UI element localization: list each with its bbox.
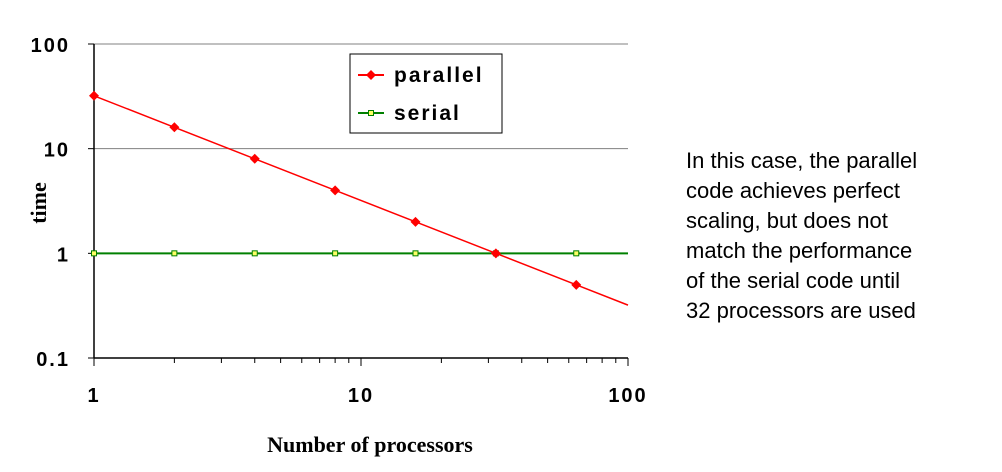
data-point-serial: [171, 250, 178, 257]
y-tick-label: 0.1: [36, 349, 70, 371]
legend: parallel serial: [349, 53, 503, 134]
legend-item-serial: serial: [358, 102, 461, 125]
data-point-parallel: [330, 185, 341, 196]
annotation-line: 32 processors are used: [686, 298, 916, 323]
data-point-serial: [251, 250, 258, 257]
tick-labels: 0.1 1 10 100 1 10 100: [31, 35, 647, 407]
series-line-parallel: [93, 95, 629, 306]
x-tick-label: 100: [608, 385, 647, 407]
series-parallel: [89, 90, 629, 306]
legend-label: serial: [394, 102, 461, 125]
data-point-serial: [332, 250, 339, 257]
y-tick-label: 1: [57, 244, 70, 266]
series-serial: [91, 250, 628, 257]
data-point-parallel: [571, 279, 582, 290]
x-tick-label: 10: [348, 385, 374, 407]
legend-marker: [368, 110, 374, 116]
data-point-parallel: [89, 90, 99, 101]
data-point-parallel: [490, 248, 501, 259]
annotation-line: of the serial code until: [686, 268, 901, 293]
series: [89, 90, 629, 306]
annotation-line: In this case, the parallel: [686, 148, 918, 173]
data-point-parallel: [410, 216, 421, 227]
legend-item-parallel: parallel: [358, 64, 484, 87]
data-point-serial: [573, 250, 580, 257]
legend-items: parallel serial: [358, 64, 484, 125]
data-point-serial: [91, 250, 97, 257]
y-tick-label: 10: [44, 140, 70, 162]
data-point-parallel: [249, 153, 260, 164]
x-tick-label: 1: [87, 385, 100, 407]
annotation-line: code achieves perfect: [686, 178, 901, 203]
data-point-parallel: [169, 122, 180, 133]
legend-box: [349, 53, 503, 134]
legend-label: parallel: [394, 64, 484, 87]
data-point-serial: [412, 250, 419, 257]
ticks: [88, 43, 629, 366]
annotation-line: match the performance: [686, 238, 913, 263]
annotation-text: In this case, the parallel code achieves…: [686, 146, 986, 326]
legend-marker: [366, 70, 376, 80]
y-axis-title: time: [26, 182, 51, 224]
x-axis-title: Number of processors: [267, 432, 473, 457]
y-tick-label: 100: [31, 35, 70, 57]
annotation-line: scaling, but does not: [686, 208, 888, 233]
